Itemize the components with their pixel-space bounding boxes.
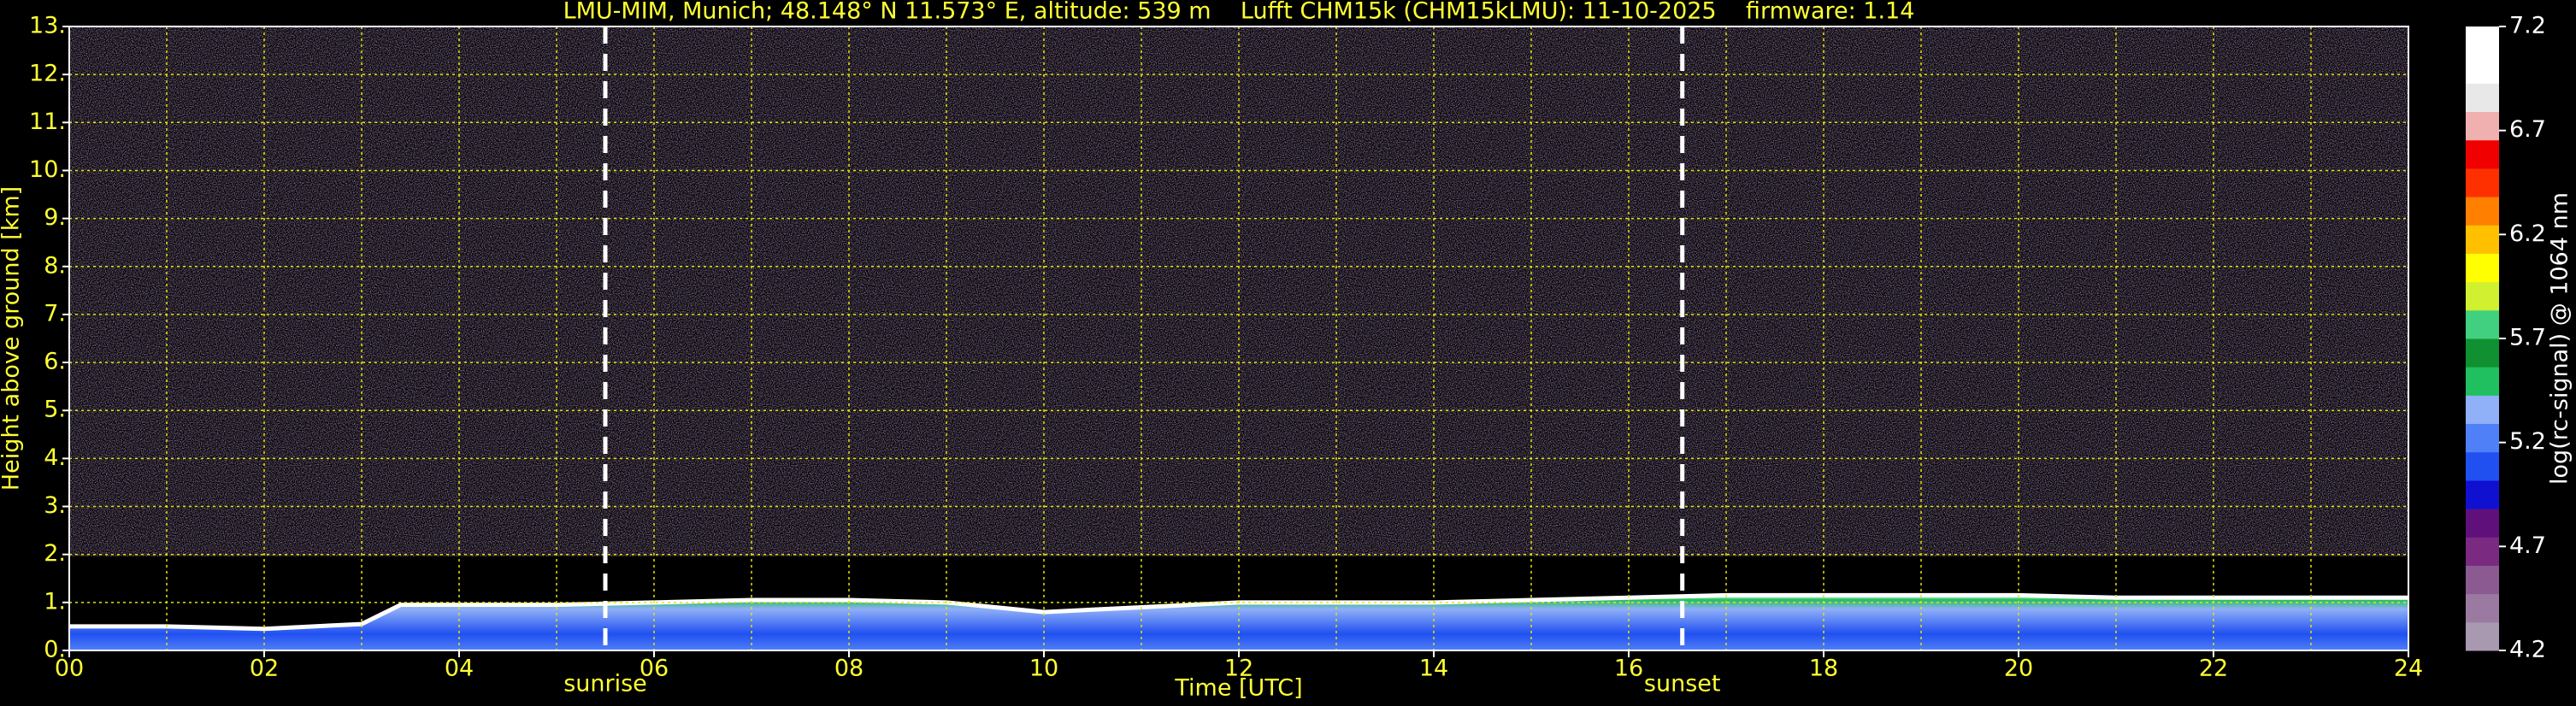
- y-tick-label: 10.: [29, 156, 66, 183]
- annotation: sunset: [1644, 671, 1721, 697]
- colorbar-segment: [2466, 168, 2499, 197]
- y-tick-label: 8.: [44, 252, 66, 279]
- colorbar-tick-label: 4.2: [2509, 637, 2546, 663]
- y-tick-label: 7.: [44, 300, 66, 327]
- x-tick-label: 18: [1809, 656, 1838, 682]
- y-tick-label: 2.: [44, 540, 66, 567]
- colorbar-tick-label: 7.2: [2509, 13, 2546, 39]
- colorbar-segment: [2466, 593, 2499, 623]
- y-tick-label: 3.: [44, 492, 66, 519]
- colorbar-segment: [2466, 281, 2499, 311]
- x-tick-label: 22: [2199, 656, 2228, 682]
- x-axis-label: Time [UTC]: [1174, 675, 1302, 702]
- colorbar-segment: [2466, 423, 2499, 453]
- colorbar-segment: [2466, 253, 2499, 283]
- colorbar-segment: [2466, 225, 2499, 254]
- colorbar-tick-label: 4.7: [2509, 532, 2546, 559]
- colorbar-tick-label: 6.7: [2509, 116, 2546, 143]
- plot-frame: [68, 26, 2409, 651]
- y-tick-label: 0.: [44, 637, 66, 663]
- x-tick-label: 16: [1614, 656, 1643, 682]
- colorbar-segment: [2466, 111, 2499, 141]
- annotation: sunrise: [563, 671, 647, 697]
- colorbar-segment: [2466, 479, 2499, 509]
- colorbar-segment: [2466, 565, 2499, 595]
- x-tick-label: 20: [2004, 656, 2033, 682]
- colorbar-segment: [2466, 537, 2499, 566]
- colorbar-segment: [2466, 139, 2499, 169]
- y-tick-label: 9.: [44, 204, 66, 231]
- colorbar-segment: [2466, 338, 2499, 368]
- y-axis-label: Height above ground [km]: [0, 186, 25, 491]
- x-tick-label: 08: [834, 656, 864, 682]
- colorbar-segment: [2466, 197, 2499, 226]
- layer-top: [69, 592, 2408, 632]
- colorbar-segment: [2466, 309, 2499, 339]
- y-tick-label: 13.: [29, 13, 66, 39]
- colorbar-segment: [2466, 26, 2499, 56]
- x-tick-label: 14: [1419, 656, 1448, 682]
- colorbar-segment: [2466, 621, 2499, 651]
- colorbar-segment: [2466, 367, 2499, 396]
- y-tick-label: 4.: [44, 444, 66, 471]
- x-tick-label: 06: [640, 656, 669, 682]
- colorbar-segment: [2466, 83, 2499, 113]
- y-tick-label: 5.: [44, 397, 66, 423]
- chart-title: LMU-MIM, Munich; 48.148° N 11.573° E, al…: [563, 0, 1915, 25]
- x-tick-label: 02: [250, 656, 279, 682]
- y-tick-label: 11.: [29, 109, 66, 135]
- colorbar-segment: [2466, 395, 2499, 425]
- colorbar-tick-label: 6.2: [2509, 221, 2546, 247]
- colorbar-segment: [2466, 55, 2499, 84]
- colorbar-segment: [2466, 509, 2499, 538]
- x-tick-label: 24: [2394, 656, 2423, 682]
- y-tick-label: 6.: [44, 349, 66, 375]
- colorbar-label: log(rc-signal) @ 1064 nm: [2547, 192, 2573, 485]
- y-tick-label: 1.: [44, 588, 66, 615]
- x-tick-label: 04: [445, 656, 474, 682]
- colorbar-tick-label: 5.7: [2509, 325, 2546, 351]
- x-tick-label: 10: [1029, 656, 1058, 682]
- x-tick-label: 12: [1224, 656, 1253, 682]
- x-tick-label: 00: [55, 656, 84, 682]
- colorbar-segment: [2466, 451, 2499, 481]
- colorbar-tick-label: 5.2: [2509, 428, 2546, 455]
- y-tick-label: 12.: [29, 61, 66, 87]
